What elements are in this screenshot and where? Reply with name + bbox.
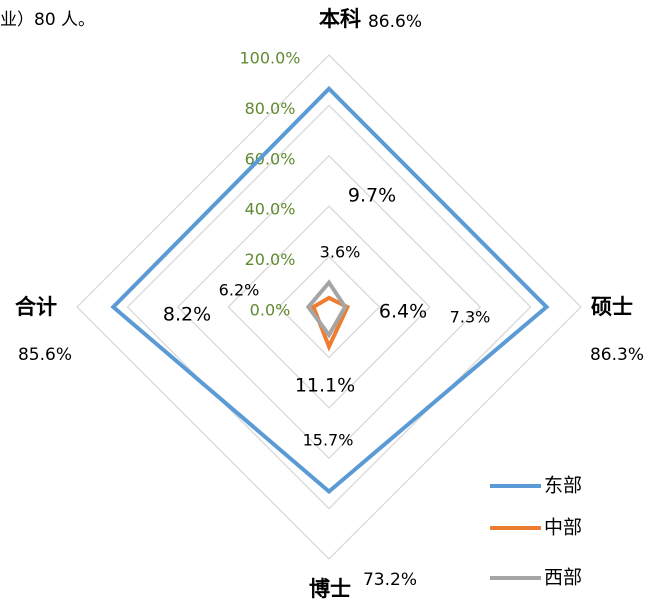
data-label: 15.7% [303,431,354,450]
category-label: 博士 [309,577,351,601]
series-line [305,279,348,339]
data-label: 73.2% [363,570,417,590]
tick-label: 80.0% [245,99,296,118]
tick-label: 0.0% [250,301,291,320]
category-label: 本科 [319,7,361,31]
data-label: 85.6% [18,345,72,365]
annotation: 业）80 人。 [0,10,95,30]
grid-ring [277,255,381,359]
grid-ring [76,54,582,560]
data-label: 86.6% [368,12,422,32]
grid-ring [227,205,431,409]
category-label: 硕士 [591,295,633,319]
legend-label: 西部 [544,567,582,589]
category-label: 合计 [15,295,57,319]
data-label: 8.2% [163,304,211,326]
data-label: 9.7% [348,185,396,207]
legend-label: 东部 [544,475,582,497]
grid-ring [176,154,482,460]
data-label: 3.6% [320,243,361,262]
data-label: 86.3% [590,345,644,365]
grid-ring [126,104,532,510]
data-label: 11.1% [295,375,355,397]
tick-label: 100.0% [239,49,300,68]
tick-label: 20.0% [245,250,296,269]
data-label: 6.2% [219,281,260,300]
series-line [110,85,550,495]
tick-label: 40.0% [245,200,296,219]
data-label: 7.3% [450,308,491,327]
legend-label: 中部 [544,517,582,539]
data-label: 6.4% [379,301,427,323]
